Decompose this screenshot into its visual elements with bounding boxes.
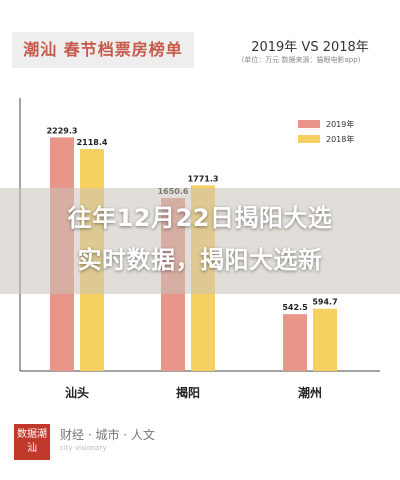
brand-english: city visionary [60,444,107,452]
legend-swatch [298,135,320,143]
category-label: 潮州 [298,385,322,400]
value-label: 1771.3 [188,174,219,183]
chart-header: 潮汕 春节档票房榜单 2019年 VS 2018年 (单位：万元 数据来源：猫眼… [0,0,400,90]
value-label: 542.5 [282,303,308,312]
comparison-label: 2019年 VS 2018年 [251,40,369,55]
brand-subtitle: 财经 · 城市 · 人文 [60,428,155,442]
legend-swatch [298,120,320,128]
headline-overlay [0,188,400,294]
headline-line-1: 往年12月22日揭阳大选 [67,204,333,232]
legend-label: 2019年 [326,119,354,129]
value-label: 2118.4 [77,138,108,147]
bar-s2018-2 [313,308,337,371]
category-label: 汕头 [65,385,89,400]
brand-logo: 数据潮汕 [14,424,50,460]
unit-source-note: (单位：万元 数据来源：猫眼电影app) [241,56,361,64]
category-label: 揭阳 [176,385,200,400]
chart-title: 潮汕 春节档票房榜单 [23,40,183,59]
value-label: 2229.3 [47,126,78,135]
legend-label: 2018年 [326,134,354,144]
bar-s2019-2 [283,314,307,371]
title-block: 潮汕 春节档票房榜单 [12,32,194,68]
brand-footer: 数据潮汕 财经 · 城市 · 人文 city visionary [0,412,400,480]
headline-line-2: 实时数据，揭阳大选新 [77,246,323,274]
value-label: 594.7 [312,298,337,307]
